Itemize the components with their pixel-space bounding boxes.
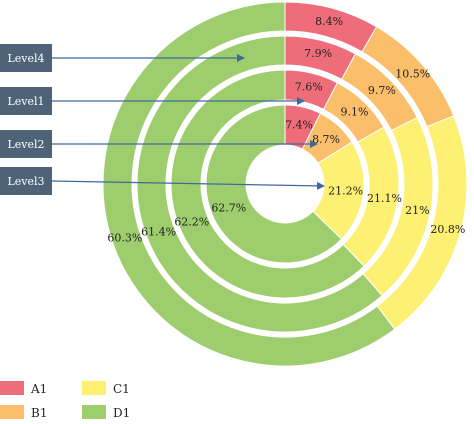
slice-label-level3-a1: 7.4% <box>285 119 313 132</box>
legend-swatch-d1 <box>82 405 106 419</box>
callout-arrow-level3 <box>51 180 325 190</box>
callout-label-level3: Level3 <box>7 175 44 188</box>
slice-label-level3-d1: 62.7% <box>211 202 246 215</box>
callout-label-level2: Level2 <box>7 138 44 151</box>
callout-box-level1 <box>0 87 52 115</box>
legend-label-b1: B1 <box>31 406 47 420</box>
slice-label-level1-c1: 21% <box>405 204 429 217</box>
slice-level2-d1 <box>170 69 365 299</box>
callout-label-level4: Level4 <box>7 52 44 65</box>
slice-label-level4-d1: 60.3% <box>107 232 142 245</box>
legend-swatch-b1 <box>0 405 24 419</box>
slice-label-level1-d1: 61.4% <box>141 225 176 238</box>
slice-label-level1-b1: 9.7% <box>368 84 396 97</box>
slice-level3-c1 <box>312 141 365 240</box>
callout-box-level2 <box>0 130 52 158</box>
donut-rings <box>102 1 468 367</box>
slice-label-level4-b1: 10.5% <box>395 67 430 80</box>
legend: A1 B1 C1 D1 <box>0 381 130 420</box>
slice-label-level3-c1: 21.2% <box>328 185 363 198</box>
legend-label-c1: C1 <box>113 382 130 396</box>
slice-level4-d1 <box>102 1 396 367</box>
legend-swatch-c1 <box>82 381 106 395</box>
slice-labels: 8.4% 10.5% 20.8% 60.3% 7.9% 9.7% 21% 61.4% 7.6% 9… <box>107 15 465 245</box>
slice-label-level2-d1: 62.2% <box>174 216 209 229</box>
slice-label-level2-a1: 7.6% <box>295 80 323 93</box>
callout-box-level4 <box>0 44 52 72</box>
slice-label-level4-c1: 20.8% <box>430 223 465 236</box>
slice-label-level3-b1: 8.7% <box>312 133 340 146</box>
slice-label-level2-b1: 9.1% <box>341 105 369 118</box>
slice-label-level1-a1: 7.9% <box>304 47 332 60</box>
slice-label-level4-a1: 8.4% <box>315 15 343 28</box>
callout-box-level3 <box>0 167 52 195</box>
callout-label-level1: Level1 <box>7 95 44 108</box>
slice-label-level2-c1: 21.1% <box>367 192 402 205</box>
level-callouts: Level4 Level1 Level2 Level3 <box>0 44 325 195</box>
legend-label-d1: D1 <box>113 406 130 420</box>
legend-swatch-a1 <box>0 381 24 395</box>
legend-label-a1: A1 <box>30 382 47 396</box>
slice-level1-d1 <box>136 35 383 333</box>
